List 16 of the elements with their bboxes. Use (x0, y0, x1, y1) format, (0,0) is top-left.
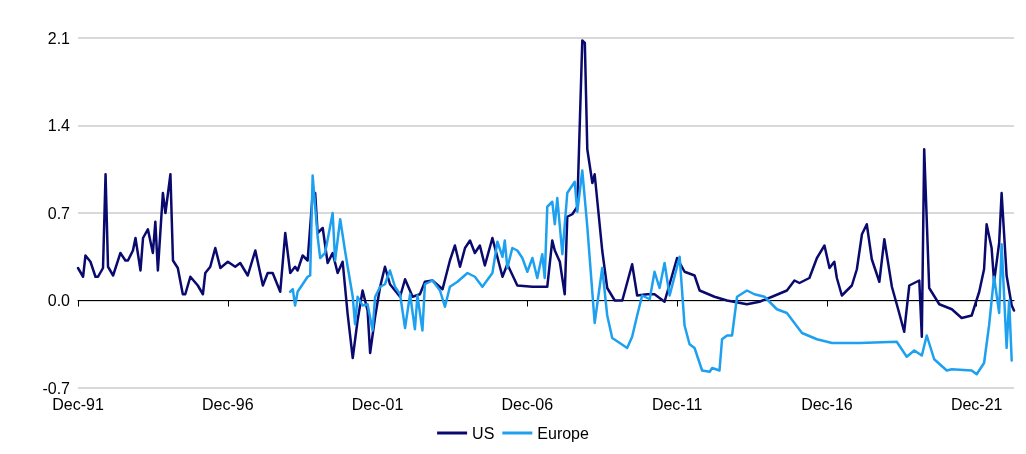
x-tick-label: Dec-06 (501, 395, 554, 413)
y-tick-label: 1.4 (47, 117, 71, 134)
legend-label: Europe (537, 424, 590, 442)
x-tick-label: Dec-11 (651, 395, 703, 413)
y-tick-label: 0.7 (47, 204, 71, 222)
y-tick-label: -0.7 (42, 379, 71, 397)
line-series (289, 169, 1013, 376)
x-tick-label: Dec-91 (52, 395, 104, 413)
x-tick-label: Dec-21 (950, 395, 1003, 413)
line-series (76, 39, 1016, 360)
x-tick-label: Dec-96 (202, 395, 254, 413)
x-tick-label: Dec-16 (801, 395, 853, 413)
y-tick-label: 2.1 (47, 29, 71, 47)
legend-label: US (472, 424, 495, 442)
y-tick-label: 0.0 (47, 292, 71, 309)
x-tick-label: Dec-01 (351, 395, 404, 413)
